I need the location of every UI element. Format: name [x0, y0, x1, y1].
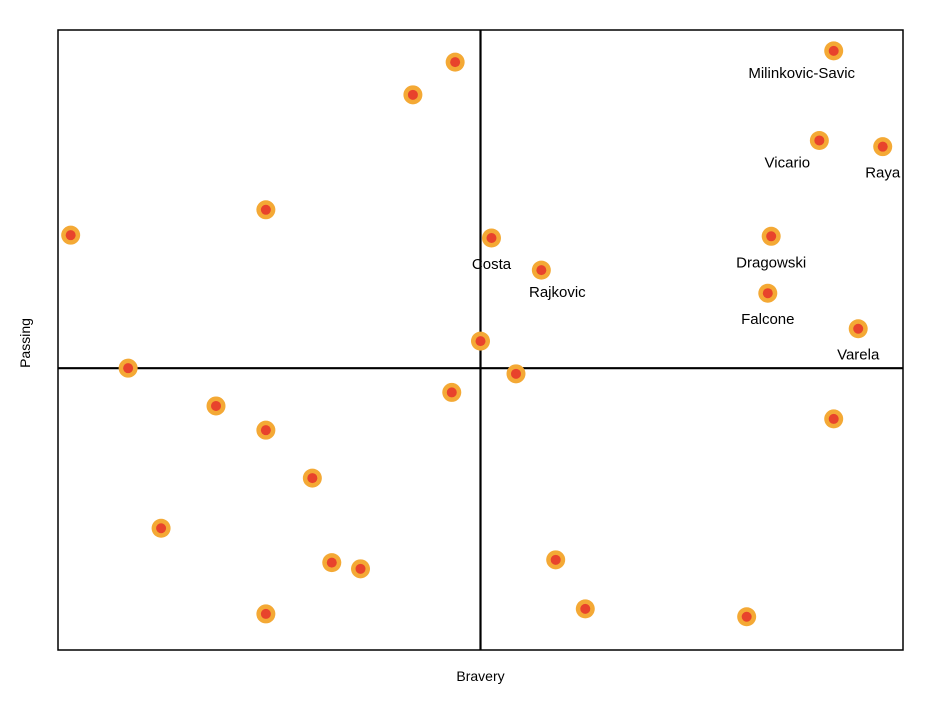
point-label: Milinkovic-Savic — [748, 65, 855, 82]
data-point-dot — [580, 603, 591, 614]
data-point — [761, 226, 781, 246]
data-point — [471, 331, 490, 351]
data-point — [824, 409, 844, 429]
data-point — [575, 599, 595, 619]
data-point-dot — [65, 230, 76, 241]
data-point — [848, 319, 868, 339]
data-point — [351, 559, 371, 579]
data-point — [873, 137, 893, 157]
data-point-dot — [446, 387, 457, 398]
data-point-dot — [211, 400, 222, 411]
data-point — [445, 52, 465, 72]
chart-plot-area: Milinkovic-Savic Vicario Raya Costa Rajkovic… — [57, 29, 904, 651]
point-label: Varela — [837, 347, 880, 364]
data-point — [824, 41, 844, 61]
data-point — [737, 607, 757, 627]
data-point — [442, 382, 462, 402]
data-point-dot — [326, 557, 337, 568]
data-point-dot — [762, 288, 773, 299]
data-point-dot — [123, 363, 134, 374]
data-point-dot — [355, 563, 366, 574]
data-point-dot — [550, 554, 561, 565]
data-point — [506, 364, 526, 384]
y-axis-title: Passing — [17, 318, 33, 368]
data-point — [61, 225, 81, 245]
data-point — [256, 604, 276, 624]
data-point-dot — [536, 265, 547, 276]
data-point — [809, 130, 829, 150]
data-point-dot — [475, 336, 486, 347]
data-point-dot — [260, 608, 271, 619]
data-point — [302, 468, 322, 488]
data-point-dot — [828, 45, 839, 56]
data-point-dot — [450, 57, 461, 68]
data-point — [758, 283, 778, 303]
data-point-dot — [510, 368, 521, 379]
data-point-dot — [407, 89, 418, 100]
data-point-dot — [260, 425, 271, 436]
point-label: Falcone — [741, 311, 794, 328]
data-point-dot — [877, 141, 888, 152]
point-label: Vicario — [765, 154, 811, 171]
data-point-dot — [741, 611, 752, 622]
data-point-dot — [814, 135, 825, 146]
x-axis-title: Bravery — [456, 668, 504, 684]
point-label: Raya — [865, 165, 901, 182]
data-point-dot — [486, 232, 497, 243]
data-point — [256, 200, 276, 220]
data-point — [531, 260, 551, 280]
data-point-dot — [853, 323, 864, 334]
data-point — [151, 518, 171, 538]
data-point — [206, 396, 226, 416]
point-label: Dragowski — [736, 254, 806, 271]
data-point-dot — [828, 413, 839, 424]
point-label: Costa — [472, 256, 512, 273]
data-point-dot — [260, 204, 271, 215]
data-point — [256, 420, 276, 440]
data-point — [546, 550, 566, 570]
data-point — [403, 85, 423, 105]
point-label: Rajkovic — [529, 284, 586, 301]
data-point-dot — [307, 473, 318, 484]
data-point-dot — [156, 523, 167, 534]
data-point — [481, 228, 501, 248]
data-point — [118, 358, 138, 378]
data-point-dot — [766, 231, 777, 242]
data-point — [322, 553, 342, 573]
